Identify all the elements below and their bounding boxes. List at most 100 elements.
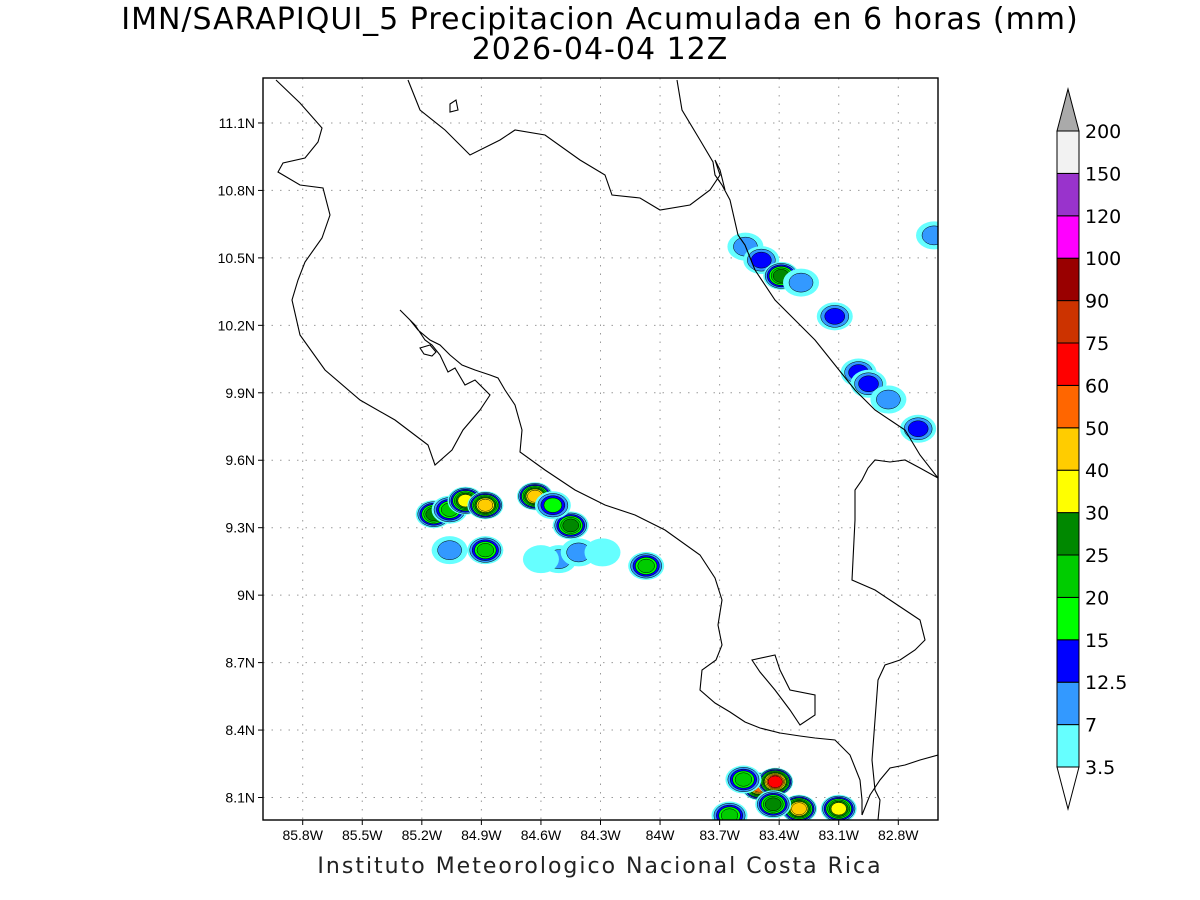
precip-cell bbox=[431, 536, 468, 565]
colorbar-level-label: 40 bbox=[1085, 460, 1109, 482]
lake-nicaragua-shore bbox=[407, 79, 726, 211]
lon-tick-label: 85.2W bbox=[402, 827, 443, 843]
precip-cell bbox=[522, 545, 559, 574]
osa-peninsula bbox=[751, 654, 816, 726]
precip-contour bbox=[858, 375, 879, 393]
precip-contour bbox=[921, 225, 938, 246]
precip-contour bbox=[522, 545, 559, 574]
colorbar-under-arrow bbox=[1056, 766, 1080, 811]
precip-contour bbox=[543, 497, 563, 513]
precip-cell bbox=[534, 491, 571, 520]
precip-cell bbox=[757, 767, 794, 796]
precip-contour bbox=[734, 772, 753, 787]
lat-tick-label: 8.1N bbox=[225, 790, 255, 806]
lat-tick-label: 9N bbox=[237, 587, 255, 603]
precip-cell bbox=[711, 801, 748, 820]
precip-cell bbox=[820, 794, 857, 820]
caribbean-coastline bbox=[676, 79, 938, 479]
precip-contour bbox=[476, 543, 495, 558]
coastline bbox=[275, 79, 938, 820]
lake-island bbox=[449, 99, 459, 113]
precip-contour bbox=[907, 420, 929, 438]
colorbar-swatch bbox=[1056, 384, 1080, 429]
precip-contour bbox=[584, 538, 621, 567]
colorbar-swatch bbox=[1056, 469, 1080, 514]
colorbar-swatch bbox=[1056, 300, 1080, 344]
colorbar-swatch bbox=[1056, 427, 1080, 471]
precip-cell bbox=[467, 491, 504, 520]
colorbar-level-label: 100 bbox=[1085, 248, 1121, 270]
lon-tick-label: 85.8W bbox=[282, 827, 323, 843]
colorbar-swatch bbox=[1056, 554, 1080, 598]
colorbar-swatch bbox=[1056, 257, 1080, 302]
colorbar-swatch bbox=[1056, 681, 1080, 726]
lat-tick-label: 9.6N bbox=[225, 452, 255, 468]
lon-tick-label: 84.9W bbox=[461, 827, 502, 843]
colorbar-level-label: 3.5 bbox=[1085, 757, 1115, 779]
lat-tick-label: 9.9N bbox=[225, 385, 255, 401]
colorbar-over-arrow bbox=[1056, 87, 1080, 132]
precip-contour bbox=[767, 775, 783, 788]
colorbar-level-label: 50 bbox=[1085, 418, 1109, 440]
colorbar-legend: 3.5 7 12.5 15 20 25 30 40 50 60 75 90 100 120 150 200 bbox=[1056, 87, 1127, 811]
precip-cell bbox=[584, 538, 621, 567]
colorbar-level-label: 30 bbox=[1085, 503, 1109, 525]
lat-tick-label: 10.5N bbox=[218, 250, 255, 266]
colorbar-level-label: 15 bbox=[1085, 630, 1109, 652]
precip-contour bbox=[477, 498, 494, 512]
colorbar-level-label: 20 bbox=[1085, 587, 1109, 609]
colorbar-level-label: 60 bbox=[1085, 375, 1109, 397]
lat-tick-label: 9.3N bbox=[225, 520, 255, 536]
nicoya-island-outline bbox=[419, 344, 437, 357]
lon-tick-label: 83.4W bbox=[759, 827, 800, 843]
colorbar-level-label: 120 bbox=[1085, 206, 1121, 228]
lat-tick-label: 11.1N bbox=[219, 115, 255, 131]
precip-cell bbox=[467, 536, 504, 565]
lon-tick-label: 84.3W bbox=[580, 827, 621, 843]
precip-cell bbox=[743, 246, 780, 275]
precip-cell bbox=[781, 794, 818, 820]
colorbar-level-label: 7 bbox=[1085, 715, 1097, 737]
precip-contour bbox=[764, 797, 782, 812]
colorbar-swatch bbox=[1056, 130, 1080, 174]
burica-coast bbox=[861, 754, 938, 816]
lon-tick-label: 83.7W bbox=[699, 827, 740, 843]
colorbar-swatch bbox=[1056, 342, 1080, 386]
precip-cell bbox=[870, 385, 907, 414]
precip-cell bbox=[628, 551, 665, 580]
lon-tick-label: 83.1W bbox=[819, 827, 860, 843]
precip-cell bbox=[850, 369, 887, 398]
colorbar-level-label: 90 bbox=[1085, 291, 1109, 313]
map-title: IMN/SARAPIQUI_5 Precipitacion Acumulada … bbox=[121, 2, 1079, 37]
lon-tick-label: 85.5W bbox=[342, 827, 383, 843]
lon-tick-label: 84W bbox=[646, 827, 676, 843]
colorbar-swatch bbox=[1056, 596, 1080, 641]
colorbar-swatch bbox=[1056, 512, 1080, 556]
footer-credit: Instituto Meteorologico Nacional Costa R… bbox=[317, 854, 883, 879]
precipitation-field bbox=[415, 221, 938, 820]
colorbar-level-label: 200 bbox=[1085, 121, 1121, 143]
precip-cell bbox=[755, 790, 792, 819]
lon-tick-label: 82.8W bbox=[878, 827, 919, 843]
map-grid bbox=[263, 78, 938, 820]
precip-contour bbox=[824, 308, 846, 325]
precip-contour bbox=[562, 518, 579, 533]
precip-contour bbox=[720, 808, 739, 820]
colorbar-level-label: 75 bbox=[1085, 333, 1109, 355]
precip-cell bbox=[783, 268, 820, 297]
lat-tick-label: 8.4N bbox=[225, 722, 255, 738]
latitude-axis-labels: 8.1N 8.4N 8.7N 9N 9.3N 9.6N 9.9N 10.2N 10.5N 10.8… bbox=[218, 115, 263, 806]
colorbar-level-label: 12.5 bbox=[1085, 672, 1127, 694]
map-subtitle: 2026-04-04 12Z bbox=[471, 32, 729, 67]
precip-contour bbox=[788, 272, 814, 293]
longitude-axis-labels: 85.8W 85.5W 85.2W 84.9W 84.6W 84.3W 84W 83.7W 83… bbox=[282, 820, 919, 843]
lat-tick-label: 10.8N bbox=[218, 182, 255, 198]
precip-cell bbox=[552, 511, 589, 540]
lat-tick-label: 10.2N bbox=[218, 317, 255, 333]
colorbar-swatch bbox=[1056, 172, 1080, 217]
colorbar-level-label: 25 bbox=[1085, 545, 1109, 567]
lat-tick-label: 8.7N bbox=[225, 655, 255, 671]
colorbar-swatch bbox=[1056, 639, 1080, 683]
precip-contour bbox=[751, 251, 772, 269]
